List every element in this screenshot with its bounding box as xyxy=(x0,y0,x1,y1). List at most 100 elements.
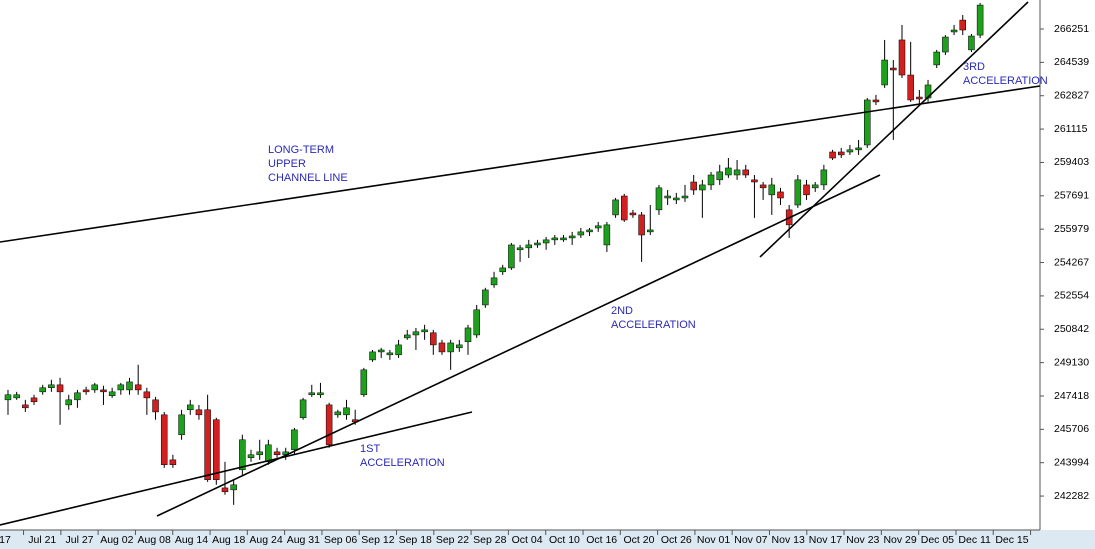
candle-body xyxy=(586,229,593,233)
candle-body xyxy=(299,399,307,419)
candle-body xyxy=(568,235,576,239)
candle-body xyxy=(959,19,967,31)
x-axis-band xyxy=(0,530,1095,549)
x-tick-label: Oct 04 xyxy=(512,534,543,546)
x-tick-label: Nov 29 xyxy=(883,534,916,546)
candle-body xyxy=(942,36,949,53)
candle-body xyxy=(820,169,828,186)
y-tick-label: 245706 xyxy=(1054,423,1089,435)
annotation: ACCELERATION xyxy=(611,319,696,331)
candle-body xyxy=(100,389,107,393)
y-tick-label: 247418 xyxy=(1054,390,1089,402)
candle-body xyxy=(221,487,229,493)
x-tick-label: Oct 26 xyxy=(661,534,692,546)
annotation: 3RD xyxy=(963,61,985,73)
candle-body xyxy=(65,399,72,406)
annotation: 1ST xyxy=(360,443,380,455)
x-tick-label: Sep 06 xyxy=(324,534,357,546)
candle-body xyxy=(898,39,906,76)
candle-body xyxy=(742,169,750,176)
y-tick-label: 242282 xyxy=(1054,490,1089,502)
candle-body xyxy=(664,195,671,199)
candle-body xyxy=(204,409,211,480)
annotation: UPPER xyxy=(268,158,306,170)
candle-body xyxy=(768,184,776,196)
candle-body xyxy=(508,244,515,269)
trend-line xyxy=(759,1,1029,258)
candle-body xyxy=(881,59,888,86)
candle-body xyxy=(56,384,64,393)
candle-body xyxy=(13,394,20,399)
candle-body xyxy=(108,391,116,396)
x-tick-label: Dec 11 xyxy=(958,534,991,546)
candle-body xyxy=(456,344,463,349)
candle-body xyxy=(74,392,81,401)
candle-body xyxy=(39,387,46,393)
candle-body xyxy=(846,149,854,153)
y-tick-label: 261115 xyxy=(1054,123,1088,135)
x-tick-label: Sep 12 xyxy=(361,534,394,546)
candle-body xyxy=(4,394,12,401)
candle-body xyxy=(890,67,897,71)
candle-body xyxy=(751,179,758,183)
x-tick-label: Sep 28 xyxy=(473,534,506,546)
candle-body xyxy=(872,99,880,103)
x-tick-label: Sep 22 xyxy=(436,534,469,546)
y-tick-label: 252554 xyxy=(1054,290,1089,302)
y-tick-label: 255979 xyxy=(1054,223,1089,235)
x-tick-label: Nov 23 xyxy=(846,534,879,546)
y-tick-label: 243994 xyxy=(1054,456,1089,468)
candle-body xyxy=(30,397,38,403)
candle-body xyxy=(438,342,446,353)
x-tick-label: Jul 27 xyxy=(65,534,93,546)
candle-body xyxy=(976,4,984,36)
y-tick-label: 250842 xyxy=(1054,323,1089,335)
x-tick-label: Dec 15 xyxy=(995,534,1028,546)
annotation: ACCELERATION xyxy=(360,457,445,469)
candle-body xyxy=(968,35,975,51)
candle-body xyxy=(404,334,411,339)
candle-body xyxy=(308,392,316,396)
trend-line xyxy=(0,411,473,526)
candle-body xyxy=(699,184,706,191)
candle-body xyxy=(134,384,142,391)
candle-body xyxy=(117,384,125,391)
x-tick-label: Nov 07 xyxy=(734,534,767,546)
annotation: ACCELERATION xyxy=(963,75,1048,87)
x-tick-label: Aug 31 xyxy=(287,534,320,546)
candle-body xyxy=(907,74,914,101)
candle-body xyxy=(725,167,732,176)
candle-body xyxy=(273,451,281,456)
candle-body xyxy=(464,327,472,343)
candle-body xyxy=(482,289,489,306)
candle-body xyxy=(247,454,255,458)
candle-body xyxy=(160,414,168,465)
candle-body xyxy=(560,237,567,241)
candle-body xyxy=(811,184,819,189)
y-tick-label: 259403 xyxy=(1054,156,1089,168)
candle-body xyxy=(690,181,697,191)
candle-body xyxy=(91,384,99,391)
y-tick-label: 262827 xyxy=(1054,90,1089,102)
candle-body xyxy=(169,459,177,465)
candle-body xyxy=(499,267,506,273)
x-tick-label: Sep 18 xyxy=(399,534,432,546)
candle-body xyxy=(516,247,524,251)
y-tick-label: 266251 xyxy=(1054,23,1089,35)
candle-body xyxy=(265,444,272,463)
x-tick-label: Oct 16 xyxy=(586,534,617,546)
x-tick-label: 17 xyxy=(0,534,11,546)
candle-body xyxy=(829,151,836,159)
candle-body xyxy=(490,277,498,286)
candle-body xyxy=(48,384,55,389)
candle-body xyxy=(803,184,810,196)
x-tick-label: Oct 20 xyxy=(624,534,655,546)
trend-line xyxy=(156,174,881,517)
candle-body xyxy=(594,225,602,229)
candle-body xyxy=(213,419,220,480)
x-tick-label: Aug 02 xyxy=(100,534,133,546)
x-tick-label: Aug 08 xyxy=(138,534,171,546)
candle-body xyxy=(430,332,437,346)
candle-body xyxy=(620,195,628,221)
candle-body xyxy=(152,399,159,413)
